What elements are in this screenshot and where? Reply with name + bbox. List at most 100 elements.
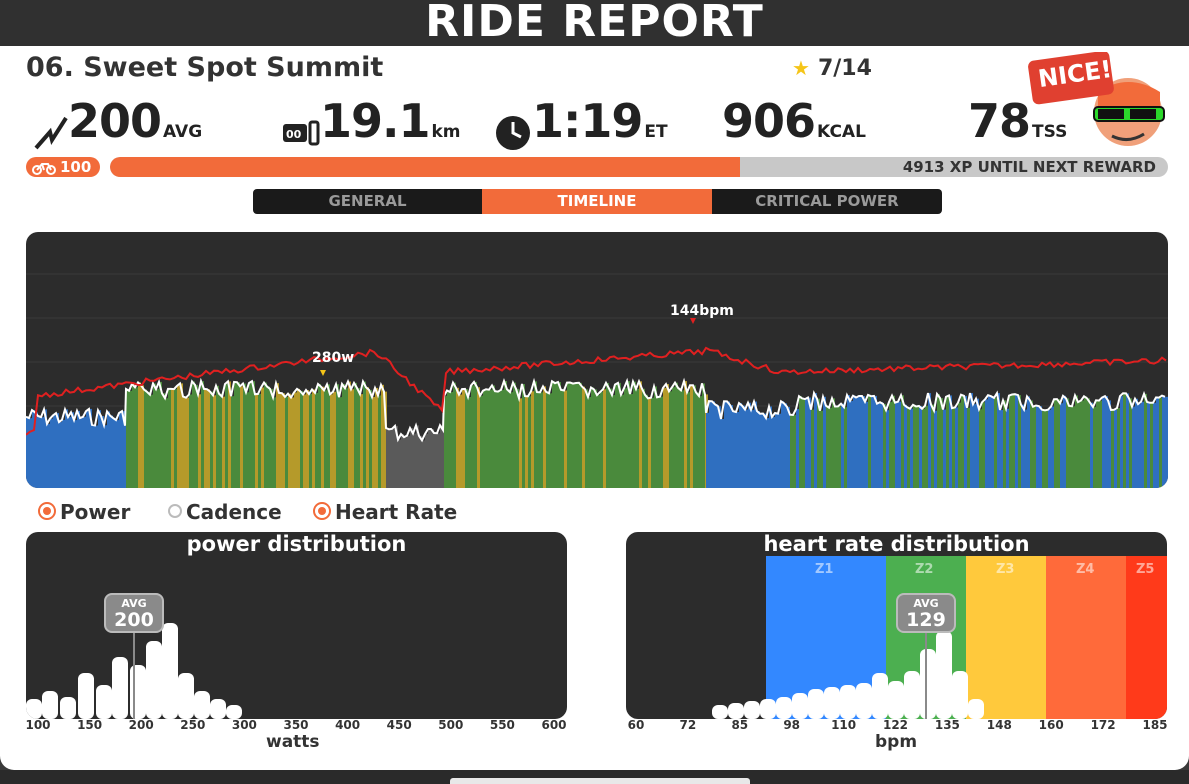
page-title: RIDE REPORT: [425, 0, 764, 47]
legend-heart-rate-label: Heart Rate: [335, 500, 458, 524]
top-bar: RIDE REPORT: [0, 0, 1189, 47]
zone-label-z4: Z4: [1076, 562, 1095, 577]
axis-tick: 100: [25, 718, 51, 732]
stat-tss: 78 TSS: [968, 94, 1067, 148]
level-value: 100: [60, 158, 92, 176]
axis-tick: 250: [180, 718, 206, 732]
hr-avg-badge: AVG 129: [896, 593, 956, 633]
axis-tick: 172: [1090, 718, 1116, 732]
star-icon: ★: [792, 56, 810, 80]
axis-tick: 300: [231, 718, 257, 732]
tab-critical-power[interactable]: CRITICAL POWER: [755, 192, 899, 210]
power-peak-marker: [320, 370, 326, 376]
zone-label-z2: Z2: [915, 562, 934, 577]
power-avg-badge: AVG 200: [104, 593, 164, 633]
power-peak-label: 280w: [312, 350, 354, 366]
legend-cadence-toggle[interactable]: Cadence: [168, 500, 282, 524]
stat-power: 200 AVG: [32, 94, 202, 152]
distance-odometer-icon: 00: [283, 120, 320, 145]
heart-rate-radio[interactable]: [313, 502, 331, 520]
power-avg-value: 200: [114, 609, 154, 631]
tss-unit: TSS: [1032, 122, 1068, 142]
stat-time: 1:19 ET: [494, 94, 668, 152]
power-distribution-svg: [26, 623, 242, 719]
hr-peak-label: 144bpm: [670, 303, 734, 319]
hr-avg-label: AVG: [913, 597, 939, 610]
axis-tick: 85: [731, 718, 749, 732]
stars-count: 7/14: [817, 56, 872, 81]
power-distribution-chart: [26, 532, 567, 719]
timeline-chart-svg: 280w 144bpm: [26, 273, 1168, 488]
nice-badge: NICE!: [1028, 50, 1168, 157]
power-unit: AVG: [163, 122, 203, 142]
stat-distance: 00 19.1 km: [282, 94, 461, 148]
power-zone-bars: [26, 381, 1168, 488]
axis-tick: 98: [783, 718, 801, 732]
report-tabs: GENERAL TIMELINE CRITICAL POWER: [253, 189, 942, 214]
xp-progress-bar: 4913 XP UNTIL NEXT REWARD: [110, 157, 1168, 177]
calories-unit: KCAL: [817, 122, 866, 142]
zone-z3-band: [966, 556, 1046, 719]
axis-tick: 450: [386, 718, 412, 732]
power-trace: [26, 377, 1166, 443]
workout-name: 06. Sweet Spot Summit: [26, 52, 384, 83]
axis-tick: 200: [128, 718, 154, 732]
legend-heart-rate-toggle[interactable]: Heart Rate: [313, 500, 457, 524]
calories-value: 906: [722, 94, 816, 148]
level-badge: 100: [26, 157, 100, 177]
axis-tick: 185: [1142, 718, 1168, 732]
axis-tick: 160: [1038, 718, 1064, 732]
hr-avg-value: 129: [906, 609, 946, 631]
axis-tick: 148: [986, 718, 1012, 732]
distance-unit: km: [431, 122, 461, 142]
zone-label-z3: Z3: [996, 562, 1015, 577]
xp-progress-fill: [110, 157, 740, 177]
hr-histogram-bars: [712, 631, 984, 719]
xp-remaining-text: 4913 XP UNTIL NEXT REWARD: [902, 158, 1156, 176]
tab-timeline[interactable]: TIMELINE: [482, 189, 712, 214]
axis-tick: 550: [489, 718, 515, 732]
zone-z4-band: [1046, 556, 1126, 719]
workout-stars: ★ 7/14: [792, 56, 872, 81]
timeline-chart: 280w 144bpm: [26, 232, 1168, 488]
legend-power-label: Power: [60, 500, 131, 524]
axis-tick: 60: [627, 718, 645, 732]
cadence-radio[interactable]: [168, 504, 182, 518]
bottom-strip: [0, 770, 1189, 784]
stat-calories: 906 KCAL: [722, 94, 866, 148]
legend-power-toggle[interactable]: Power: [38, 500, 130, 524]
tab-general[interactable]: GENERAL: [328, 192, 407, 210]
zone-z5-band: [1126, 556, 1167, 719]
legend-cadence-label: Cadence: [186, 500, 282, 524]
heart-rate-trace: [26, 346, 1167, 436]
axis-tick: 150: [77, 718, 103, 732]
axis-tick: 135: [934, 718, 960, 732]
bike-icon: [32, 160, 56, 180]
power-bolt-icon: [34, 116, 68, 149]
zone-label-z1: Z1: [815, 562, 834, 577]
axis-tick: 72: [679, 718, 697, 732]
axis-tick: 350: [283, 718, 309, 732]
distance-value: 19.1: [320, 94, 430, 148]
svg-text:00: 00: [286, 128, 302, 141]
clock-icon: [496, 115, 530, 150]
power-value: 200: [68, 94, 162, 148]
hr-distribution-svg: [712, 556, 1167, 719]
axis-tick: 600: [541, 718, 567, 732]
time-value: 1:19: [532, 94, 643, 148]
axis-tick: 122: [882, 718, 909, 732]
hr-peak-marker: [690, 318, 696, 324]
power-axis-label: watts: [266, 732, 320, 752]
time-unit: ET: [644, 122, 668, 142]
power-radio[interactable]: [38, 502, 56, 520]
zone-label-z5: Z5: [1136, 562, 1155, 577]
hr-distribution-title: heart rate distribution: [763, 532, 1030, 556]
hr-axis-label: bpm: [875, 732, 918, 752]
power-avg-label: AVG: [121, 597, 147, 610]
axis-tick: 500: [438, 718, 464, 732]
tss-value: 78: [968, 94, 1031, 148]
hr-distribution-chart: [626, 532, 1167, 719]
power-distribution-title: power distribution: [186, 532, 407, 556]
axis-tick: 400: [335, 718, 361, 732]
axis-tick: 110: [831, 718, 857, 732]
